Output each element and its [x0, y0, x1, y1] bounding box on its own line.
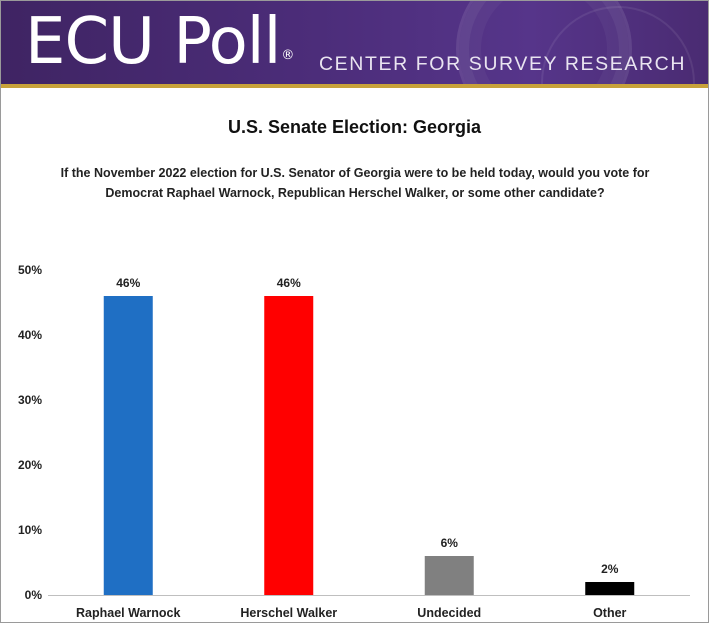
y-tick-label: 20% [18, 458, 42, 472]
y-tick-label: 10% [18, 523, 42, 537]
center-subtitle: CENTER FOR SURVEY RESEARCH [319, 53, 687, 75]
header-banner: ECU Poll® CENTER FOR SURVEY RESEARCH [1, 1, 708, 84]
data-label: 6% [441, 536, 459, 550]
survey-question: If the November 2022 election for U.S. S… [60, 166, 650, 200]
chart-title: U.S. Senate Election: Georgia [227, 117, 482, 137]
bar [103, 296, 153, 595]
x-tick-label: Undecided [417, 606, 481, 620]
logo-text: ECU Poll [25, 5, 281, 79]
gold-divider [1, 84, 708, 88]
bar [585, 582, 635, 595]
bar [424, 556, 474, 595]
data-label: 2% [601, 562, 619, 576]
x-tick-label: Herschel Walker [240, 606, 337, 620]
y-tick-label: 0% [25, 588, 43, 602]
bar [264, 296, 314, 595]
data-label: 46% [277, 276, 301, 290]
x-tick-label: Other [593, 606, 626, 620]
y-tick-label: 40% [18, 328, 42, 342]
y-tick-label: 30% [18, 393, 42, 407]
ecu-poll-logo: ECU Poll® [25, 5, 294, 79]
y-tick-label: 50% [18, 263, 42, 277]
data-label: 46% [116, 276, 140, 290]
x-tick-label: Raphael Warnock [76, 606, 180, 620]
registered-mark: ® [281, 48, 294, 63]
